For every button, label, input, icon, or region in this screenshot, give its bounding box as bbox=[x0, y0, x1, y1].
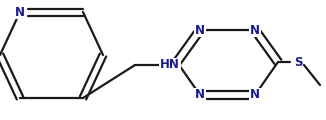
Text: N: N bbox=[250, 24, 260, 36]
Text: N: N bbox=[15, 6, 25, 18]
Text: N: N bbox=[195, 24, 205, 36]
Text: N: N bbox=[250, 89, 260, 102]
Text: S: S bbox=[294, 55, 302, 69]
Text: N: N bbox=[195, 89, 205, 102]
Text: HN: HN bbox=[160, 59, 180, 72]
